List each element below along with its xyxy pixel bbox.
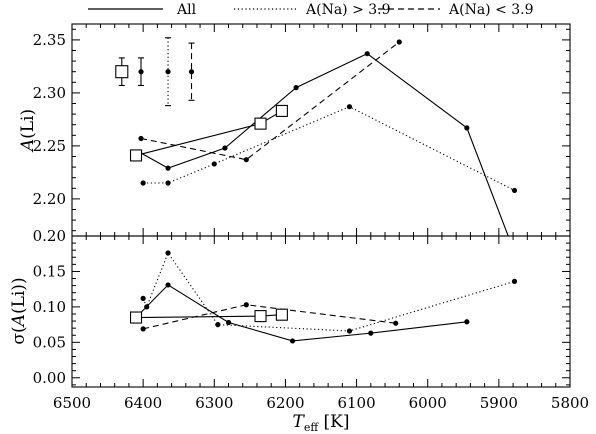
bottom-point — [215, 322, 221, 328]
bottom-panel: 0.00 0.05 0.10 0.15 0.20 σ(A(Li)) 6500 6400 63… — [9, 227, 589, 434]
error-bar-point — [165, 69, 171, 75]
bottom-series-line — [135, 284, 467, 342]
top-square-marker — [129, 149, 143, 162]
legend-label-all: All — [176, 2, 197, 18]
bottom-point — [225, 319, 232, 326]
top-series-line — [139, 53, 509, 236]
top-series-line — [143, 106, 515, 191]
top-point — [510, 246, 515, 251]
top-point — [364, 51, 370, 57]
bottom-y-axis-title: σ(A(Li)) — [9, 277, 29, 344]
legend-label-high-na: A(Na) > 3.9 — [305, 2, 391, 18]
bottom-point — [346, 328, 353, 334]
bottom-point — [144, 304, 150, 310]
top-ticks — [71, 24, 571, 236]
error-bar-point — [138, 69, 144, 75]
top-point — [222, 145, 228, 151]
bottom-point — [165, 250, 171, 256]
bottom-square-marker — [275, 308, 288, 321]
top-point — [464, 125, 470, 131]
top-ytick-label: 2.25 — [33, 137, 66, 155]
bottom-ticks — [71, 235, 571, 387]
x-tick-label: 5800 — [551, 394, 589, 412]
bottom-point — [368, 330, 374, 336]
top-panel-frame — [71, 23, 571, 237]
top-point — [396, 39, 402, 45]
bottom-point — [511, 278, 518, 284]
legend: All A(Na) > 3.9 A(Na) < 3.9 — [88, 2, 534, 18]
bottom-point — [140, 326, 146, 332]
bottom-point — [165, 282, 171, 288]
top-ytick-label: 2.35 — [33, 31, 66, 49]
bottom-square-marker — [254, 310, 267, 323]
top-y-axis-title: A(Li) — [18, 109, 38, 153]
bottom-square-marker — [129, 311, 143, 324]
bottom-data — [129, 250, 518, 344]
bottom-ytick-label: 0.00 — [33, 369, 66, 387]
bottom-ytick-label: 0.10 — [33, 298, 66, 316]
top-point — [165, 180, 171, 186]
bottom-point — [243, 302, 249, 308]
top-point — [211, 161, 217, 167]
x-tick-label: 6500 — [53, 394, 91, 412]
bottom-ytick-label: 0.05 — [33, 333, 66, 351]
top-square-marker — [275, 104, 288, 117]
bottom-tick-labels: 0.00 0.05 0.10 0.15 0.20 — [33, 227, 66, 387]
top-point — [511, 187, 518, 194]
bottom-point — [464, 319, 470, 325]
top-point — [293, 85, 299, 91]
top-ytick-label: 2.20 — [33, 190, 66, 208]
x-tick-label: 6400 — [124, 394, 162, 412]
top-series-line — [140, 41, 400, 161]
top-point — [346, 104, 353, 110]
top-point — [140, 180, 146, 186]
bottom-panel-frame — [71, 235, 571, 388]
top-panel: 2.20 2.25 2.30 2.35 A(Li) — [18, 23, 571, 251]
x-tick-label: 6200 — [266, 394, 304, 412]
error-bar-point — [188, 69, 195, 75]
legend-label-low-na: A(Na) < 3.9 — [448, 2, 534, 18]
bottom-point — [289, 338, 296, 344]
x-axis-title: Teff [K] — [292, 412, 349, 434]
error-bar-square — [115, 65, 129, 79]
x-tick-label: 5900 — [480, 394, 518, 412]
bottom-series-line — [142, 251, 515, 332]
x-tick-label: 6100 — [337, 394, 375, 412]
x-tick-labels: 6500 6400 6300 6200 6100 6000 5900 5800 — [53, 394, 589, 412]
x-tick-label: 6000 — [409, 394, 447, 412]
top-point — [165, 165, 171, 171]
x-tick-label: 6300 — [195, 394, 233, 412]
top-point — [243, 157, 249, 163]
bottom-ytick-label: 0.15 — [33, 262, 66, 280]
top-tick-labels: 2.20 2.25 2.30 2.35 — [33, 31, 66, 208]
bottom-point — [140, 295, 146, 301]
top-data — [115, 37, 518, 251]
top-ytick-label: 2.30 — [33, 84, 66, 102]
bottom-point — [393, 320, 399, 326]
bottom-ytick-label: 0.20 — [33, 227, 66, 245]
top-square-marker — [254, 117, 267, 130]
top-point — [138, 135, 144, 142]
